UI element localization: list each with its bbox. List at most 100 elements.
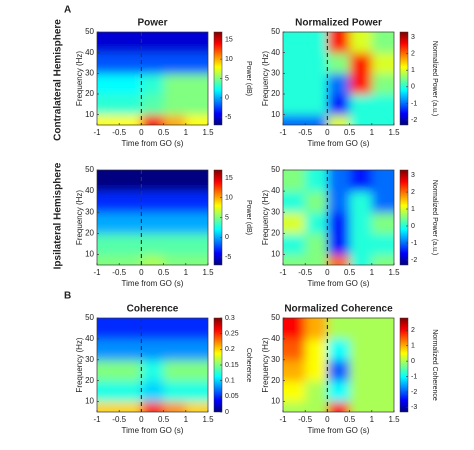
colorbar-tick-label: 15 — [225, 175, 233, 182]
colorbar-tick-label: 0 — [411, 223, 415, 230]
heatmap — [283, 170, 394, 265]
x-tick-label: 1 — [184, 128, 189, 137]
heatmap-cell — [185, 52, 208, 74]
colorbar-tick-label: -1 — [411, 240, 417, 247]
colorbar-tick-label: 2 — [411, 327, 415, 334]
heatmap-cell — [283, 318, 306, 340]
heatmap-cell — [119, 318, 142, 340]
heatmap-cell — [163, 191, 187, 213]
heatmap-cell — [141, 380, 165, 403]
heatmap-cell — [371, 191, 394, 213]
colorbar-label: Normalized Power (a.u.) — [431, 41, 438, 116]
colorbar-label: Coherence — [245, 348, 252, 382]
heatmap-cell — [305, 94, 328, 116]
heatmap-cell — [283, 254, 306, 265]
heatmap-cell — [119, 338, 142, 361]
colorbar-tick-label: 0.05 — [225, 393, 239, 400]
heatmap-cell — [305, 191, 328, 213]
colorbar-tick-label: 0 — [225, 234, 229, 241]
heatmap-cell — [327, 401, 351, 412]
heatmap-cell — [97, 52, 120, 74]
heatmap-cell — [305, 380, 328, 403]
x-tick-label: 1.5 — [388, 128, 400, 137]
heatmap-cell — [141, 401, 165, 412]
colorbar-tick-label: 10 — [225, 195, 233, 202]
y-tick-label: 10 — [85, 110, 94, 119]
x-tick-label: 0.5 — [344, 415, 356, 424]
heatmap-cell — [185, 170, 208, 192]
heatmap-cell — [349, 94, 373, 116]
heatmap-cell — [327, 170, 351, 192]
heatmap-cell — [349, 254, 373, 265]
heatmap-cell — [141, 170, 165, 192]
y-tick-label: 20 — [85, 376, 94, 385]
heatmap-cell — [185, 318, 208, 340]
heatmap-cell — [163, 170, 187, 192]
y-tick-label: 50 — [85, 313, 94, 322]
y-tick-label: 20 — [271, 89, 280, 98]
heatmap-cells — [283, 318, 394, 412]
heatmap-cell — [349, 318, 373, 340]
heatmap-cell — [371, 212, 394, 234]
heatmap-cell — [185, 32, 208, 54]
heatmap-cell — [327, 318, 351, 340]
x-tick-label: -0.5 — [298, 415, 312, 424]
x-tick-label: 0 — [139, 268, 144, 277]
heatmap-cell — [349, 233, 373, 255]
heatmap-cell — [349, 170, 373, 192]
y-tick-label: 10 — [85, 397, 94, 406]
heatmap-cell — [141, 114, 165, 125]
y-tick-label: 50 — [85, 165, 94, 174]
heatmap-cell — [185, 359, 208, 382]
colorbar-tick-label: -5 — [225, 114, 231, 121]
heatmap-cell — [327, 338, 351, 361]
y-tick-label: 50 — [271, 313, 280, 322]
y-tick-label: 20 — [85, 228, 94, 237]
heatmap-cell — [119, 254, 142, 265]
heatmap-cell — [163, 212, 187, 234]
x-axis-label: Time from GO (s) — [308, 139, 370, 148]
x-tick-label: 0.5 — [344, 128, 356, 137]
x-tick-label: 0 — [139, 128, 144, 137]
heatmap — [97, 170, 208, 265]
heatmap-cell — [163, 233, 187, 255]
y-axis-label: Frequency (Hz) — [261, 51, 270, 106]
heatmap-cell — [283, 170, 306, 192]
x-axis-label: Time from GO (s) — [122, 139, 184, 148]
x-tick-label: -1 — [279, 268, 287, 277]
heatmap-cell — [185, 338, 208, 361]
heatmap — [97, 32, 208, 125]
x-axis-label: Time from GO (s) — [122, 279, 184, 288]
heatmap-cell — [349, 191, 373, 213]
heatmap-cell — [283, 32, 306, 54]
y-axis-label: Frequency (Hz) — [75, 190, 84, 245]
heatmap-cell — [305, 401, 328, 412]
heatmap-cell — [141, 254, 165, 265]
colorbar-tick-label: 1 — [411, 67, 415, 74]
colorbar-tick-label: 3 — [411, 34, 415, 41]
colorbar-label: Normalized Power (a.u.) — [431, 180, 438, 255]
colorbar-tick-label: -1 — [411, 100, 417, 107]
heatmap-cell — [163, 32, 187, 54]
heatmap-cell — [185, 191, 208, 213]
heatmap-cell — [119, 233, 142, 255]
colorbar-tick-label: 0.25 — [225, 331, 239, 338]
heatmap-cell — [327, 191, 351, 213]
heatmap-cell — [163, 401, 187, 412]
heatmap-cell — [305, 318, 328, 340]
panel-label: A — [64, 5, 71, 16]
heatmap-cell — [119, 212, 142, 234]
heatmap-cell — [371, 380, 394, 403]
colorbar-tick-label: 10 — [225, 56, 233, 63]
heatmap-cell — [141, 359, 165, 382]
heatmap-cell — [349, 114, 373, 125]
heatmap-cell — [305, 73, 328, 95]
x-tick-label: 1 — [370, 415, 375, 424]
y-tick-label: 40 — [271, 186, 280, 195]
y-tick-label: 20 — [271, 228, 280, 237]
heatmap-cell — [119, 73, 142, 95]
heatmap-cells — [97, 170, 208, 265]
heatmap-cell — [97, 233, 120, 255]
colorbar — [399, 31, 409, 126]
colorbar-tick-label: 0 — [225, 95, 229, 102]
